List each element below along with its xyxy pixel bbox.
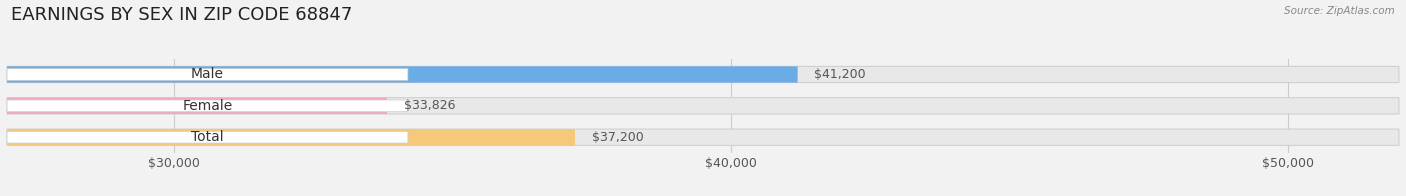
Text: $41,200: $41,200 (814, 68, 866, 81)
FancyBboxPatch shape (7, 66, 1399, 83)
FancyBboxPatch shape (7, 100, 408, 112)
FancyBboxPatch shape (7, 69, 408, 80)
Text: Male: Male (191, 67, 224, 82)
FancyBboxPatch shape (7, 129, 575, 145)
FancyBboxPatch shape (7, 129, 1399, 145)
FancyBboxPatch shape (7, 98, 387, 114)
FancyBboxPatch shape (7, 131, 408, 143)
Text: $37,200: $37,200 (592, 131, 644, 144)
FancyBboxPatch shape (7, 66, 797, 83)
Text: $33,826: $33,826 (404, 99, 456, 112)
Text: Total: Total (191, 130, 224, 144)
Text: Source: ZipAtlas.com: Source: ZipAtlas.com (1284, 6, 1395, 16)
Text: EARNINGS BY SEX IN ZIP CODE 68847: EARNINGS BY SEX IN ZIP CODE 68847 (11, 6, 353, 24)
Text: Female: Female (183, 99, 232, 113)
FancyBboxPatch shape (7, 98, 1399, 114)
